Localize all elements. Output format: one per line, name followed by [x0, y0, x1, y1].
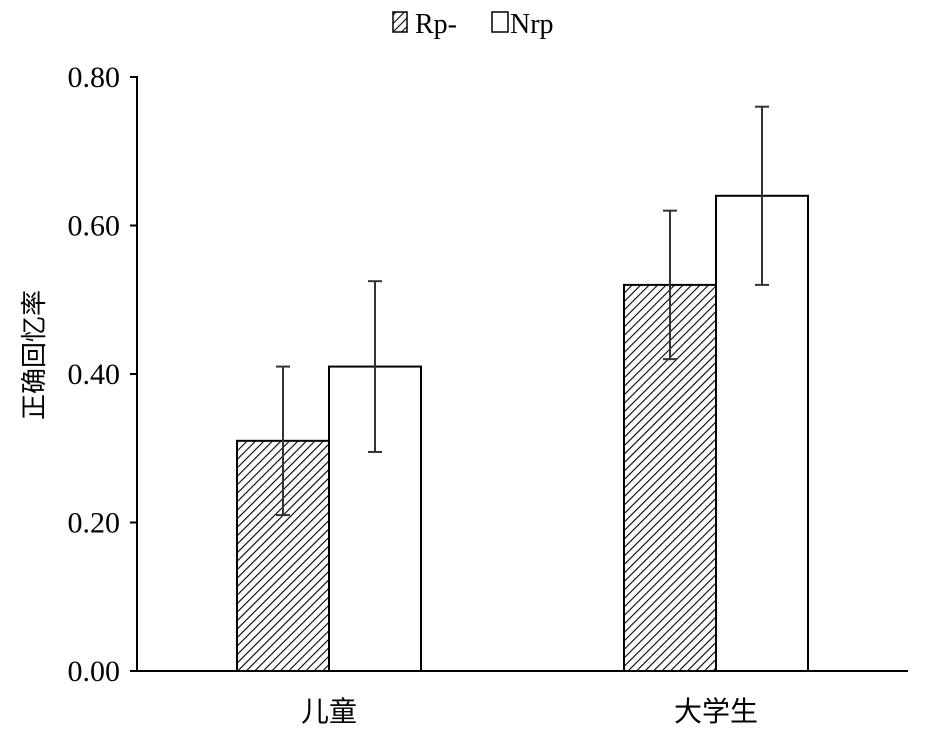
error-bars — [276, 105, 769, 517]
legend-label-nrp: Nrp — [510, 9, 554, 40]
legend-label-rp: Rp- — [415, 9, 457, 40]
x-tick-label: 儿童 — [301, 695, 357, 728]
y-tick-label: 0.00 — [68, 655, 121, 688]
y-tick-label: 0.20 — [68, 507, 121, 540]
y-tick-label: 0.40 — [68, 358, 121, 391]
y-ticks: 0.00 0.20 0.40 0.60 0.80 — [68, 61, 137, 688]
legend: Rp- Nrp — [392, 9, 554, 40]
y-tick-label: 0.80 — [68, 61, 121, 94]
legend-swatch-nrp — [491, 11, 509, 33]
bars — [236, 194, 809, 673]
x-tick-labels: 儿童 大学生 — [301, 695, 758, 728]
legend-swatch-rp — [392, 11, 408, 33]
y-axis-label: 正确回忆率 — [20, 290, 50, 420]
y-tick-label: 0.60 — [68, 210, 121, 243]
x-tick-label: 大学生 — [674, 695, 758, 728]
